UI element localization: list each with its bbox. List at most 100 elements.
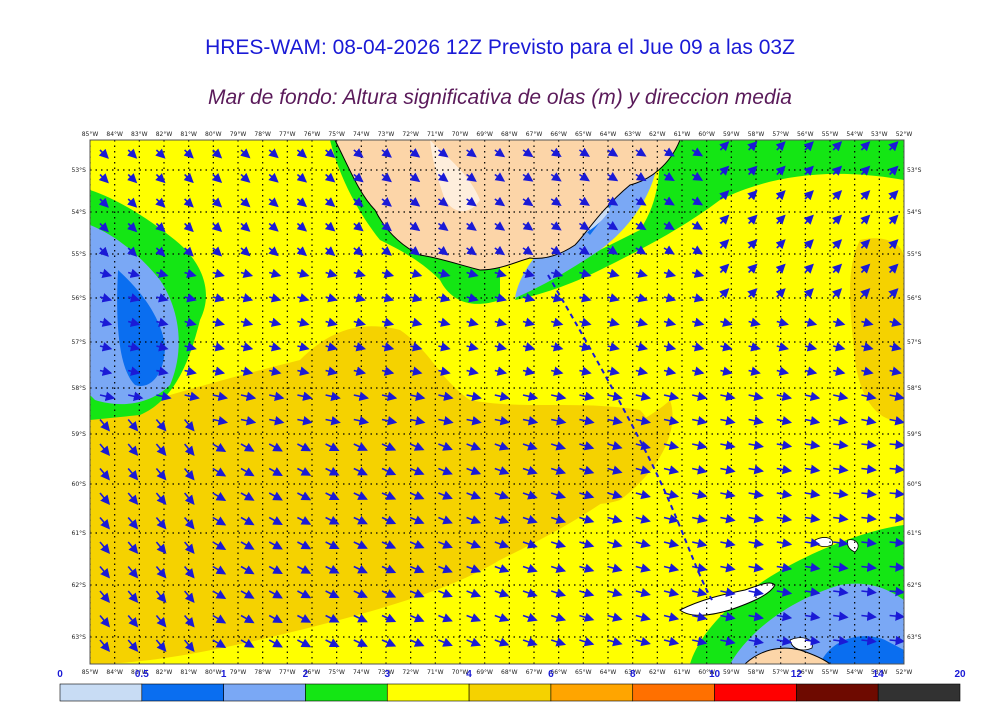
lon-label-bottom: 80°W <box>205 669 222 676</box>
lon-label-top: 62°W <box>649 131 666 138</box>
lat-label-left: 61°S <box>72 530 87 537</box>
lon-label-top: 52°W <box>896 131 913 138</box>
lon-label-bottom: 83°W <box>131 669 148 676</box>
lon-label-bottom: 66°W <box>550 669 567 676</box>
colorbar-swatch <box>877 683 961 702</box>
lon-label-bottom: 78°W <box>254 669 271 676</box>
lat-label-left: 58°S <box>72 385 87 392</box>
lon-label-top: 78°W <box>254 131 271 138</box>
lat-label-right: 55°S <box>907 251 922 258</box>
lon-label-bottom: 79°W <box>230 669 247 676</box>
lat-label-left: 53°S <box>72 167 87 174</box>
lon-label-top: 66°W <box>550 131 567 138</box>
lon-label-bottom: 56°W <box>797 669 814 676</box>
lon-label-top: 61°W <box>674 131 691 138</box>
lon-label-bottom: 54°W <box>846 669 863 676</box>
longitude-labels-top: 85°W 84°W 83°W 82°W 81°W 80°W 79°W 78°W 77°W 76°W… <box>82 131 913 138</box>
lon-label-bottom: 70°W <box>452 669 469 676</box>
lon-label-top: 72°W <box>402 131 419 138</box>
lon-label-bottom: 73°W <box>378 669 395 676</box>
lat-label-left: 63°S <box>72 634 87 641</box>
lon-label-bottom: 59°W <box>723 669 740 676</box>
lat-label-right: 56°S <box>907 295 922 302</box>
lat-label-right: 54°S <box>907 209 922 216</box>
lon-label-top: 64°W <box>600 131 617 138</box>
colorbar: 0 0.5 1 2 3 4 6 8 10 12 14 20 <box>57 669 966 702</box>
lon-label-bottom: 85°W <box>82 669 99 676</box>
lat-label-left: 57°S <box>72 339 87 346</box>
colorbar-swatch <box>796 683 879 702</box>
colorbar-tick-label: 12 <box>791 669 803 680</box>
colorbar-tick-label: 14 <box>873 669 885 680</box>
lat-label-right: 57°S <box>907 339 922 346</box>
lon-label-top: 81°W <box>180 131 197 138</box>
lon-label-top: 84°W <box>106 131 123 138</box>
lon-label-top: 57°W <box>772 131 789 138</box>
wave-height-field <box>90 140 904 664</box>
colorbar-tick-label: 1 <box>221 669 227 680</box>
lon-label-bottom: 81°W <box>180 669 197 676</box>
lon-label-bottom: 75°W <box>328 669 345 676</box>
lon-label-top: 59°W <box>723 131 740 138</box>
lon-label-bottom: 65°W <box>575 669 592 676</box>
lat-label-left: 55°S <box>72 251 87 258</box>
lon-label-bottom: 64°W <box>600 669 617 676</box>
latitude-labels-right: 53°S 54°S 55°S 56°S 57°S 58°S 59°S 60°S 61°S 62°S… <box>907 167 922 641</box>
lat-label-left: 54°S <box>72 209 87 216</box>
lon-label-top: 67°W <box>526 131 543 138</box>
lon-label-bottom: 74°W <box>353 669 370 676</box>
lon-label-bottom: 69°W <box>476 669 493 676</box>
lon-label-bottom: 62°W <box>649 669 666 676</box>
colorbar-swatch <box>468 683 552 702</box>
lon-label-bottom: 55°W <box>822 669 839 676</box>
colorbar-tick-label: 4 <box>466 669 472 680</box>
lon-label-top: 55°W <box>822 131 839 138</box>
lon-label-top: 75°W <box>328 131 345 138</box>
latitude-labels-left: 53°S 54°S 55°S 56°S 57°S 58°S 59°S 60°S 61°S 62°S… <box>72 167 87 641</box>
lat-label-left: 62°S <box>72 582 87 589</box>
map-title: HRES-WAM: 08-04-2026 12Z Previsto para e… <box>205 36 795 59</box>
colorbar-tick-label: 0.5 <box>135 669 149 680</box>
lon-label-top: 63°W <box>624 131 641 138</box>
lat-label-right: 53°S <box>907 167 922 174</box>
colorbar-swatch <box>632 683 715 702</box>
colorbar-swatch <box>223 683 306 702</box>
lon-label-top: 73°W <box>378 131 395 138</box>
lat-label-right: 58°S <box>907 385 922 392</box>
colorbar-tick-label: 20 <box>954 669 966 680</box>
lon-label-top: 56°W <box>797 131 814 138</box>
lon-label-top: 79°W <box>230 131 247 138</box>
lon-label-top: 80°W <box>205 131 222 138</box>
lon-label-top: 76°W <box>304 131 321 138</box>
lon-label-bottom: 72°W <box>402 669 419 676</box>
colorbar-swatch <box>550 683 634 702</box>
map-frame <box>89 139 905 665</box>
lat-label-left: 56°S <box>72 295 87 302</box>
lon-label-bottom: 67°W <box>526 669 543 676</box>
lat-label-left: 59°S <box>72 431 87 438</box>
lon-label-top: 82°W <box>156 131 173 138</box>
lon-label-top: 71°W <box>427 131 444 138</box>
lon-label-top: 65°W <box>575 131 592 138</box>
lon-label-bottom: 57°W <box>772 669 789 676</box>
lon-label-bottom: 52°W <box>896 669 913 676</box>
colorbar-tick-label: 2 <box>303 669 309 680</box>
lon-label-bottom: 71°W <box>427 669 444 676</box>
lon-label-top: 53°W <box>871 131 888 138</box>
colorbar-tick-label: 6 <box>548 669 554 680</box>
colorbar-tick-label: 8 <box>630 669 636 680</box>
lon-label-bottom: 53°W <box>871 669 888 676</box>
map-subtitle: Mar de fondo: Altura significativa de ol… <box>208 86 792 109</box>
colorbar-tick-label: 3 <box>384 669 390 680</box>
lon-label-top: 58°W <box>748 131 765 138</box>
colorbar-swatch <box>714 683 797 702</box>
lat-label-right: 63°S <box>907 634 922 641</box>
colorbar-swatch <box>59 683 143 702</box>
lon-label-top: 69°W <box>476 131 493 138</box>
lon-label-bottom: 68°W <box>501 669 518 676</box>
lon-label-top: 77°W <box>279 131 296 138</box>
lon-label-bottom: 77°W <box>279 669 296 676</box>
colorbar-swatch <box>141 683 224 702</box>
colorbar-tick-label: 0 <box>57 669 63 680</box>
